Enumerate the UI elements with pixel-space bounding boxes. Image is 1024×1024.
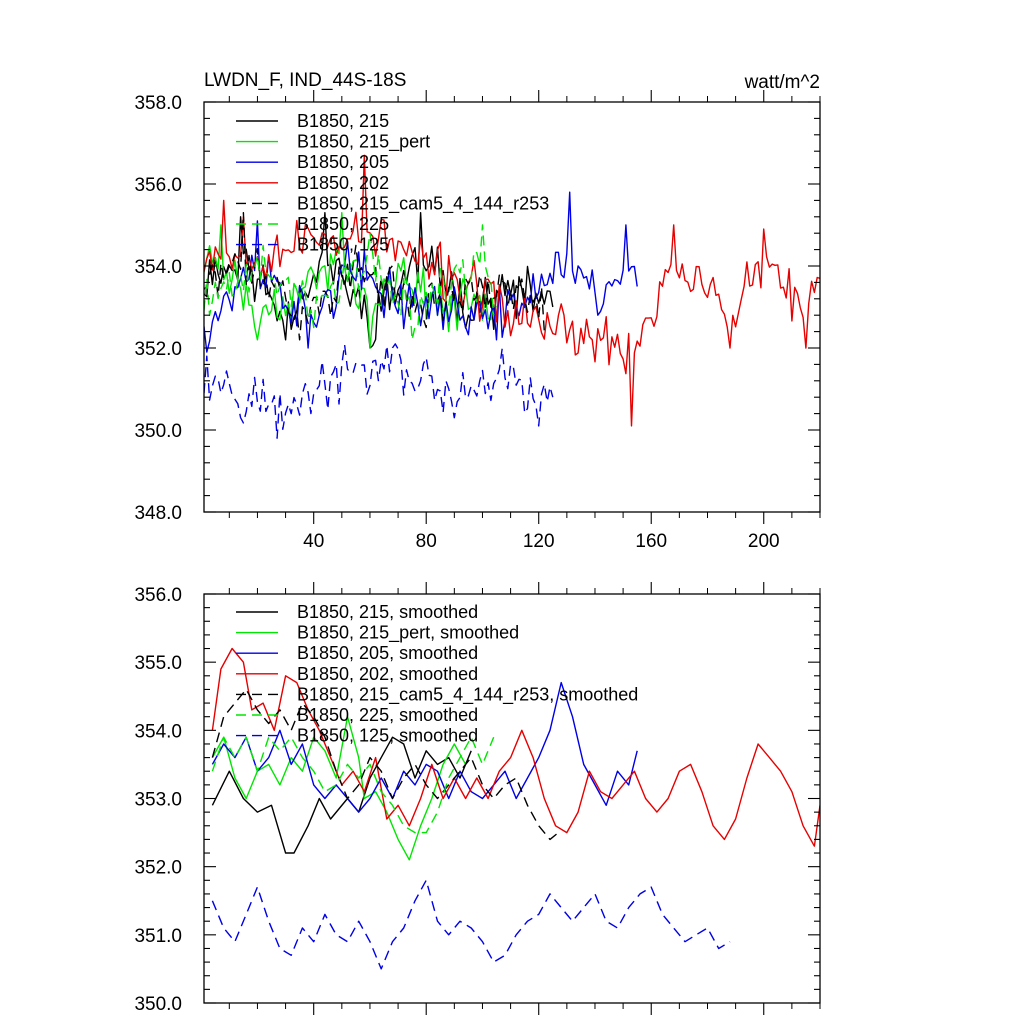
chart-title: LWDN_F, IND_44S-18S: [204, 70, 406, 91]
legend-label: B1850, 125, smoothed: [297, 726, 478, 746]
series-line-bottom-2: [211, 681, 638, 813]
y-tick-label-top: 358.0: [134, 93, 182, 114]
bottom-panel: 350.0 351.0 352.0 353.0 354.0 355.0 356.0 B1850…: [134, 582, 821, 1015]
y-tick-label-bottom: 356.0: [134, 585, 182, 606]
series-line-bottom-5: [211, 736, 495, 834]
y-tick-label-bottom: 351.0: [134, 926, 182, 947]
y-tick-label-top: 356.0: [134, 175, 182, 196]
legend-label: B1850, 125: [297, 235, 389, 255]
y-tick-label-bottom: 350.0: [134, 994, 182, 1015]
units-label: watt/m^2: [744, 72, 820, 93]
x-tick-label-top: 160: [635, 531, 667, 552]
y-tick-label-top: 352.0: [134, 339, 182, 360]
legend-label: B1850, 215_cam5_4_144_r253: [297, 193, 549, 214]
y-tick-label-bottom: 352.0: [134, 858, 182, 879]
legend-label: B1850, 225, smoothed: [297, 705, 478, 725]
x-tick-label-top: 200: [748, 531, 780, 552]
top-panel: 348.0 350.0 352.0 354.0 356.0 358.0 40 80 120 160…: [134, 90, 821, 552]
legend-label: B1850, 215, smoothed: [297, 602, 478, 622]
series-line-top-4: [204, 212, 545, 341]
legend-label: B1850, 215_pert: [297, 132, 430, 153]
series-line-bottom-6: [211, 879, 731, 970]
series-line-top-5: [204, 224, 495, 341]
series-line-top-2: [204, 191, 638, 353]
y-tick-label-top: 354.0: [134, 257, 182, 278]
y-tick-label-top: 348.0: [134, 503, 182, 524]
y-tick-label-bottom: 355.0: [134, 653, 182, 674]
y-tick-label-bottom: 353.0: [134, 790, 182, 811]
series-line-bottom-1: [211, 716, 467, 861]
legend-label: B1850, 205: [297, 152, 389, 172]
legend-label: B1850, 215: [297, 111, 389, 131]
x-tick-label-top: 120: [523, 531, 555, 552]
legend-label: B1850, 202, smoothed: [297, 664, 478, 684]
x-tick-label-top: 40: [303, 531, 324, 552]
plot-frame-top: [203, 101, 821, 513]
legend-label: B1850, 202: [297, 173, 389, 193]
legend-label: B1850, 215_pert, smoothed: [297, 623, 519, 644]
legend-label: B1850, 225: [297, 214, 389, 234]
y-tick-label-top: 350.0: [134, 421, 182, 442]
legend-label: B1850, 215_cam5_4_144_r253, smoothed: [297, 684, 638, 705]
x-tick-label-top: 80: [416, 531, 437, 552]
series-line-top-3: [204, 154, 820, 427]
legend-label: B1850, 205, smoothed: [297, 643, 478, 663]
series-line-top-6: [204, 343, 554, 439]
y-tick-label-bottom: 354.0: [134, 721, 182, 742]
series-line-bottom-4: [211, 688, 559, 841]
